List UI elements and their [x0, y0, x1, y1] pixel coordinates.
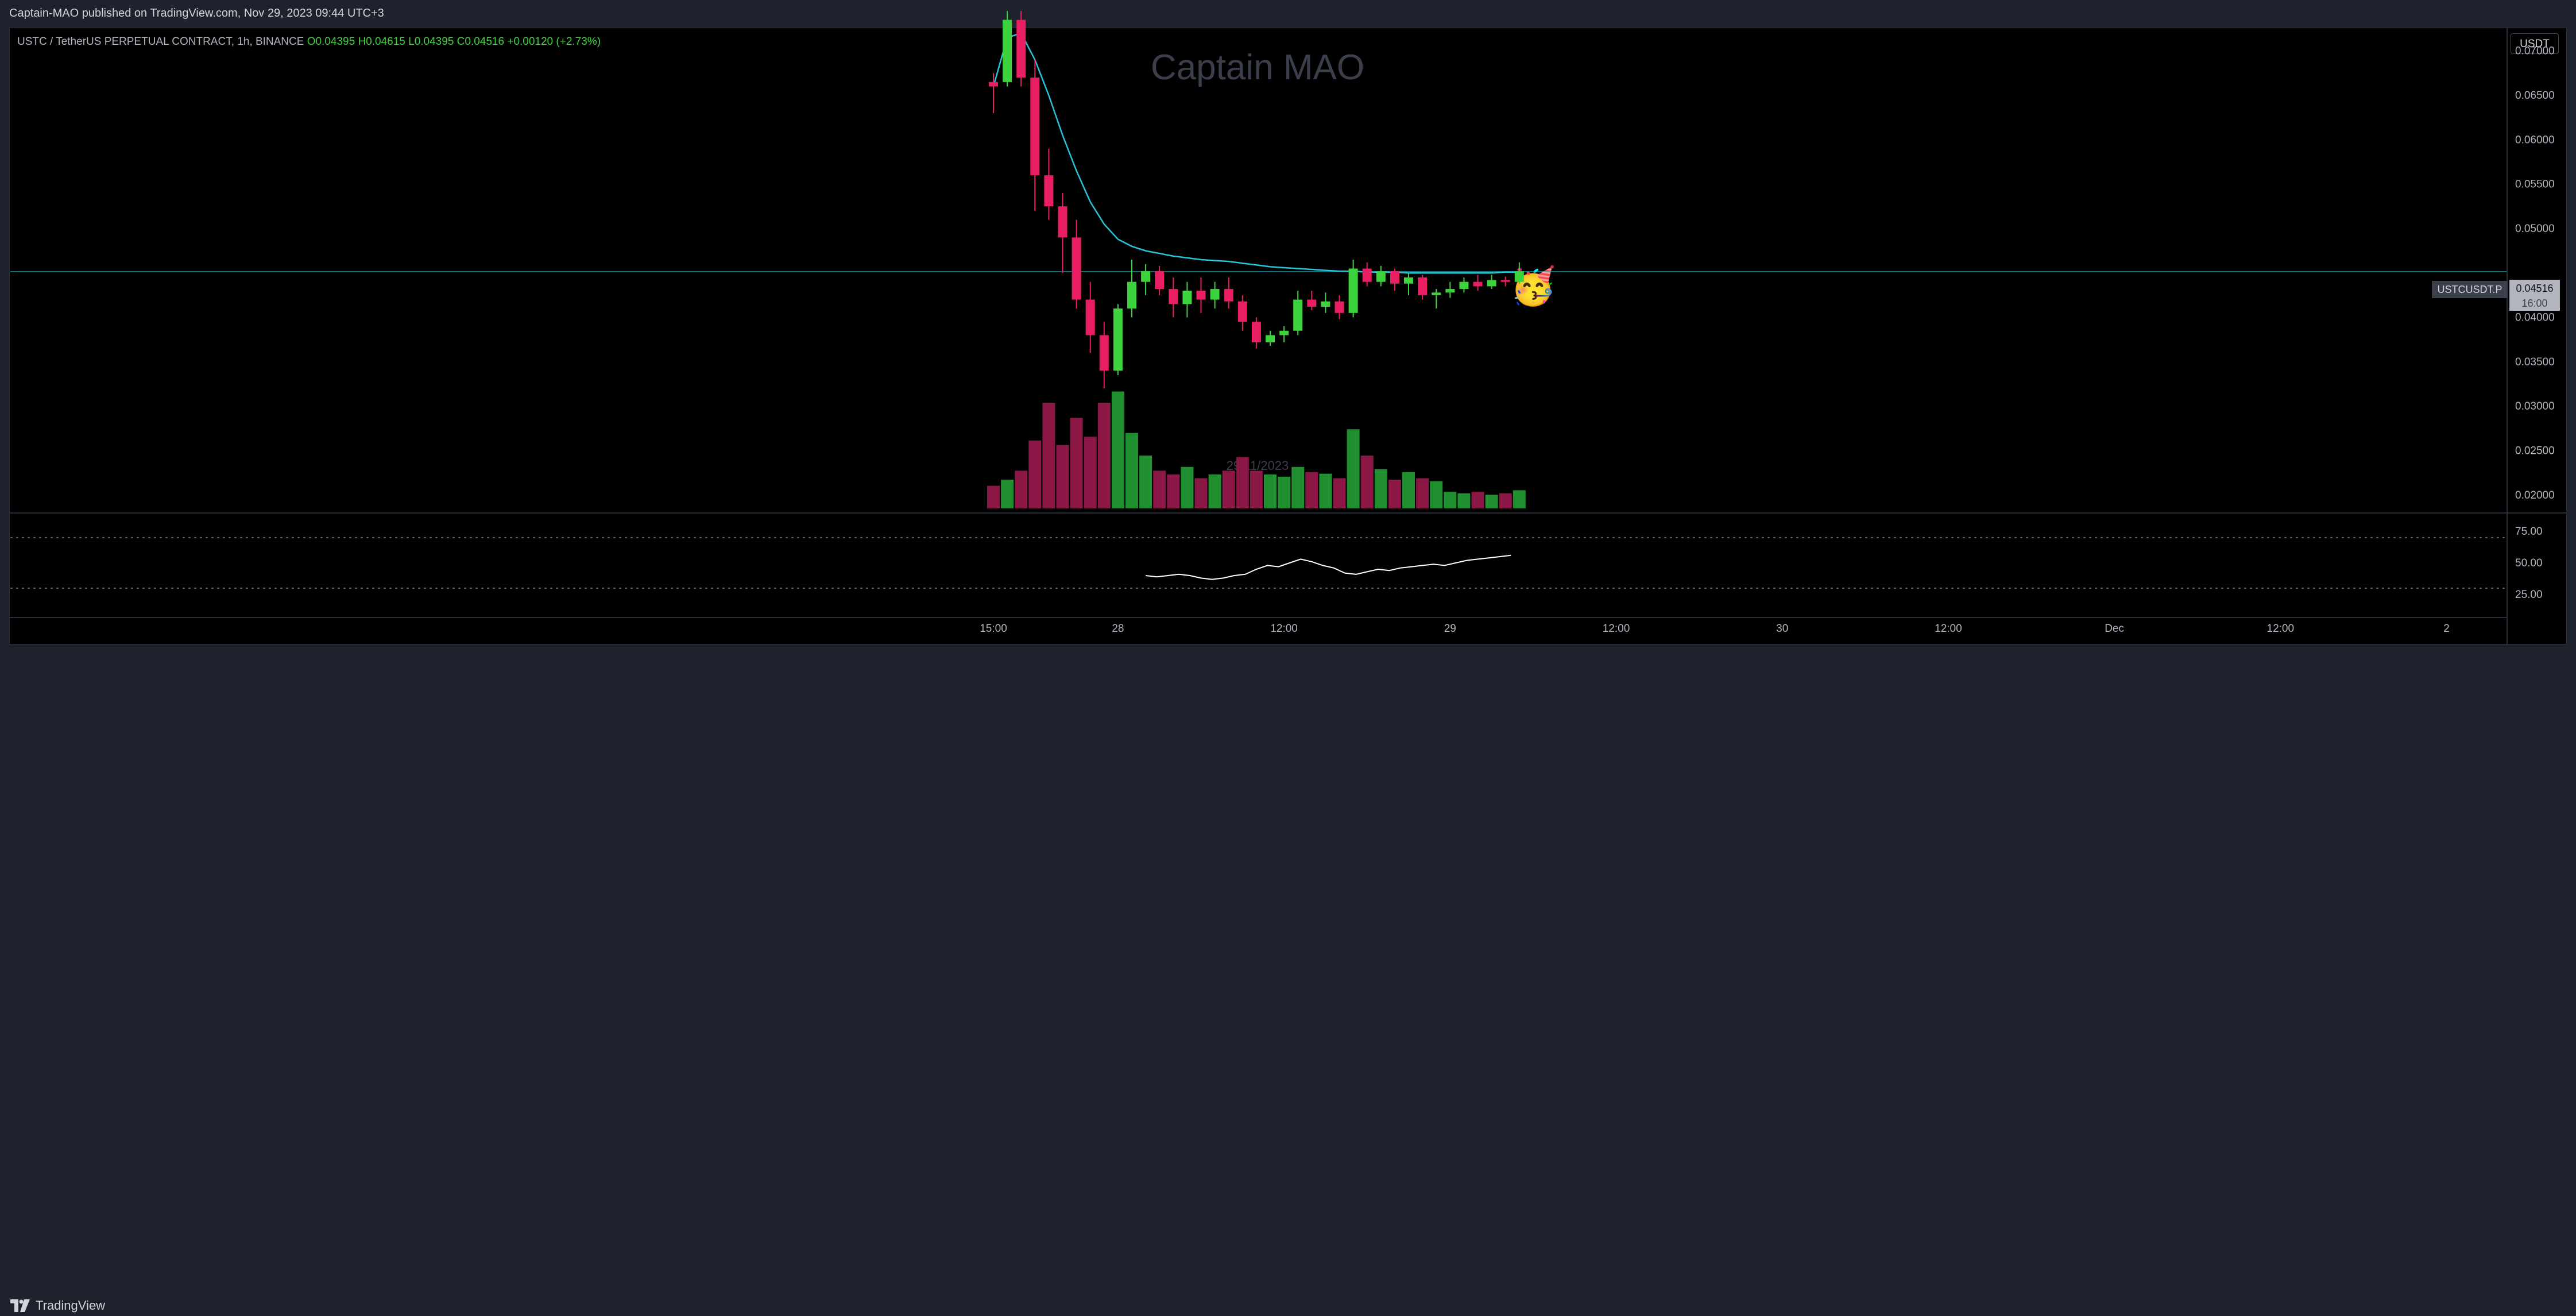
tradingview-logo-icon [10, 1299, 30, 1312]
close-value: C0.04516 [457, 36, 505, 48]
currency-button[interactable]: USDT [2511, 33, 2559, 54]
open-value: O0.04395 [307, 36, 355, 48]
publish-header: Captain-MAO published on TradingView.com… [0, 0, 2576, 28]
tradingview-branding[interactable]: TradingView [10, 1295, 105, 1316]
footer-bar: TradingView [0, 645, 2576, 1313]
branding-label: TradingView [36, 1298, 106, 1313]
low-value: L0.04395 [408, 36, 454, 48]
chart-container[interactable] [9, 28, 2567, 645]
change-value: +0.00120 (+2.73%) [507, 36, 601, 48]
ohlc-legend: USTC / TetherUS PERPETUAL CONTRACT, 1h, … [17, 36, 601, 48]
symbol-description: USTC / TetherUS PERPETUAL CONTRACT, 1h, … [17, 36, 304, 48]
high-value: H0.04615 [358, 36, 405, 48]
publish-info-text: Captain-MAO published on TradingView.com… [9, 7, 384, 20]
